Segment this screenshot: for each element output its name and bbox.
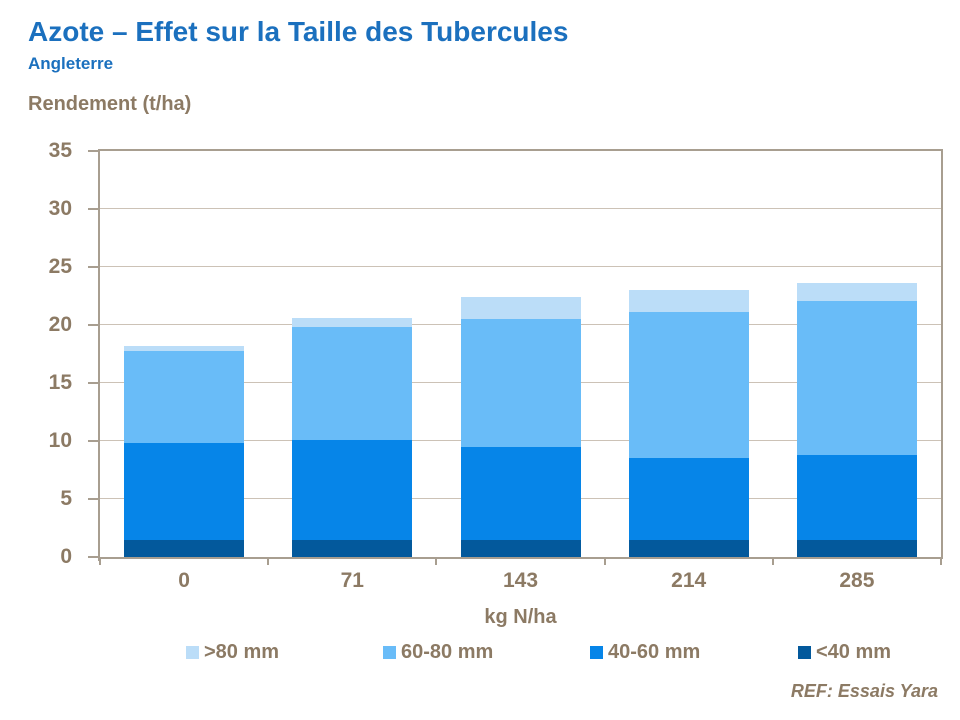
y-tick-label-35: 35 bbox=[48, 139, 72, 162]
x-axis-title: kg N/ha bbox=[484, 606, 557, 628]
x-boundary-tick-1 bbox=[267, 557, 270, 565]
x-boundary-tick-0 bbox=[99, 557, 101, 565]
legend-item-60-80 mm: 60-80 mm bbox=[383, 641, 493, 664]
y-tick-label-15: 15 bbox=[48, 371, 72, 394]
y-tick-label-20: 20 bbox=[48, 313, 72, 336]
reference-text: REF: Essais Yara bbox=[790, 681, 938, 701]
bar-285-segment->80 mm bbox=[796, 283, 917, 301]
x-boundary-tick-3 bbox=[603, 557, 606, 565]
bar-0-segment-40-60 mm bbox=[124, 443, 245, 540]
legend-swatch-40-60 mm bbox=[590, 646, 603, 659]
bar-0-segment-60-80 mm bbox=[124, 350, 245, 444]
gridline-25 bbox=[100, 266, 941, 267]
bar-214 bbox=[628, 151, 749, 557]
bar-0-segment-<40 mm bbox=[124, 539, 245, 557]
bar-71-segment-60-80 mm bbox=[292, 327, 413, 440]
legend-item->80 mm: >80 mm bbox=[186, 641, 279, 664]
bar-143-segment-60-80 mm bbox=[460, 319, 581, 447]
y-axis-line bbox=[98, 149, 100, 561]
y-tick-label-5: 5 bbox=[60, 487, 72, 510]
bar-143-segment->80 mm bbox=[460, 297, 581, 320]
bar-0-segment->80 mm bbox=[124, 345, 245, 351]
legend-swatch-<40 mm bbox=[798, 646, 811, 659]
legend-swatch->80 mm bbox=[186, 646, 199, 659]
legend-label-60-80 mm: 60-80 mm bbox=[401, 641, 494, 663]
bar-143-segment-40-60 mm bbox=[460, 446, 581, 540]
page-title: Azote – Effet sur la Taille des Tubercul… bbox=[28, 16, 569, 47]
x-axis-line bbox=[98, 557, 943, 559]
y-axis-title: Rendement (t/ha) bbox=[28, 93, 192, 115]
y-tick-30 bbox=[88, 208, 98, 210]
legend-label-<40 mm: <40 mm bbox=[816, 641, 892, 663]
x-boundary-tick-4 bbox=[771, 557, 774, 565]
bar-214-segment-60-80 mm bbox=[628, 312, 749, 459]
plot-border-right bbox=[941, 149, 943, 557]
bar-71 bbox=[292, 151, 413, 557]
bar-214-segment->80 mm bbox=[628, 290, 749, 313]
y-tick-label-0: 0 bbox=[60, 545, 72, 568]
bar-0 bbox=[124, 151, 245, 557]
y-tick-5 bbox=[88, 498, 98, 500]
bar-285-segment-40-60 mm bbox=[796, 454, 917, 540]
bar-143-segment-<40 mm bbox=[460, 539, 581, 557]
bar-214-segment-<40 mm bbox=[628, 539, 749, 557]
y-tick-10 bbox=[88, 440, 98, 442]
bar-71-segment->80 mm bbox=[292, 318, 413, 328]
y-tick-35 bbox=[88, 150, 98, 152]
plot-border-top bbox=[100, 149, 941, 151]
x-axis-labels: 0 71 143 214 285 bbox=[100, 569, 941, 595]
legend-item-40-60 mm: 40-60 mm bbox=[590, 641, 700, 664]
page-subtitle: Angleterre bbox=[28, 54, 114, 73]
y-tick-15 bbox=[88, 382, 98, 384]
bar-143 bbox=[460, 151, 581, 557]
x-boundary-tick-2 bbox=[435, 557, 438, 565]
bar-214-segment-40-60 mm bbox=[628, 458, 749, 540]
legend-item-<40 mm: <40 mm bbox=[798, 641, 891, 664]
y-tick-label-25: 25 bbox=[48, 255, 72, 278]
x-boundary-tick-5 bbox=[940, 557, 942, 565]
plot-area bbox=[88, 149, 943, 565]
y-tick-0 bbox=[88, 556, 98, 558]
x-tick-label-143: 143 bbox=[502, 569, 539, 592]
legend-swatch-60-80 mm bbox=[383, 646, 396, 659]
y-tick-label-30: 30 bbox=[48, 197, 72, 220]
bar-71-segment-<40 mm bbox=[292, 539, 413, 557]
y-axis-labels: 0 5 10 15 20 25 30 35 bbox=[0, 139, 88, 568]
gridline-30 bbox=[100, 208, 941, 209]
x-tick-label-214: 214 bbox=[671, 569, 707, 592]
bar-285 bbox=[796, 151, 917, 557]
legend: >80 mm 60-80 mm 40-60 mm <40 mm bbox=[100, 641, 941, 663]
legend-label-40-60 mm: 40-60 mm bbox=[608, 641, 701, 663]
y-tick-25 bbox=[88, 266, 98, 268]
legend-label->80 mm: >80 mm bbox=[204, 641, 280, 663]
x-tick-label-0: 0 bbox=[178, 569, 190, 592]
y-tick-label-10: 10 bbox=[48, 429, 72, 452]
bar-285-segment-<40 mm bbox=[796, 539, 917, 557]
y-tick-20 bbox=[88, 324, 98, 326]
x-tick-label-71: 71 bbox=[340, 569, 364, 592]
x-tick-label-285: 285 bbox=[839, 569, 875, 592]
bar-285-segment-60-80 mm bbox=[796, 300, 917, 455]
bar-71-segment-40-60 mm bbox=[292, 439, 413, 540]
